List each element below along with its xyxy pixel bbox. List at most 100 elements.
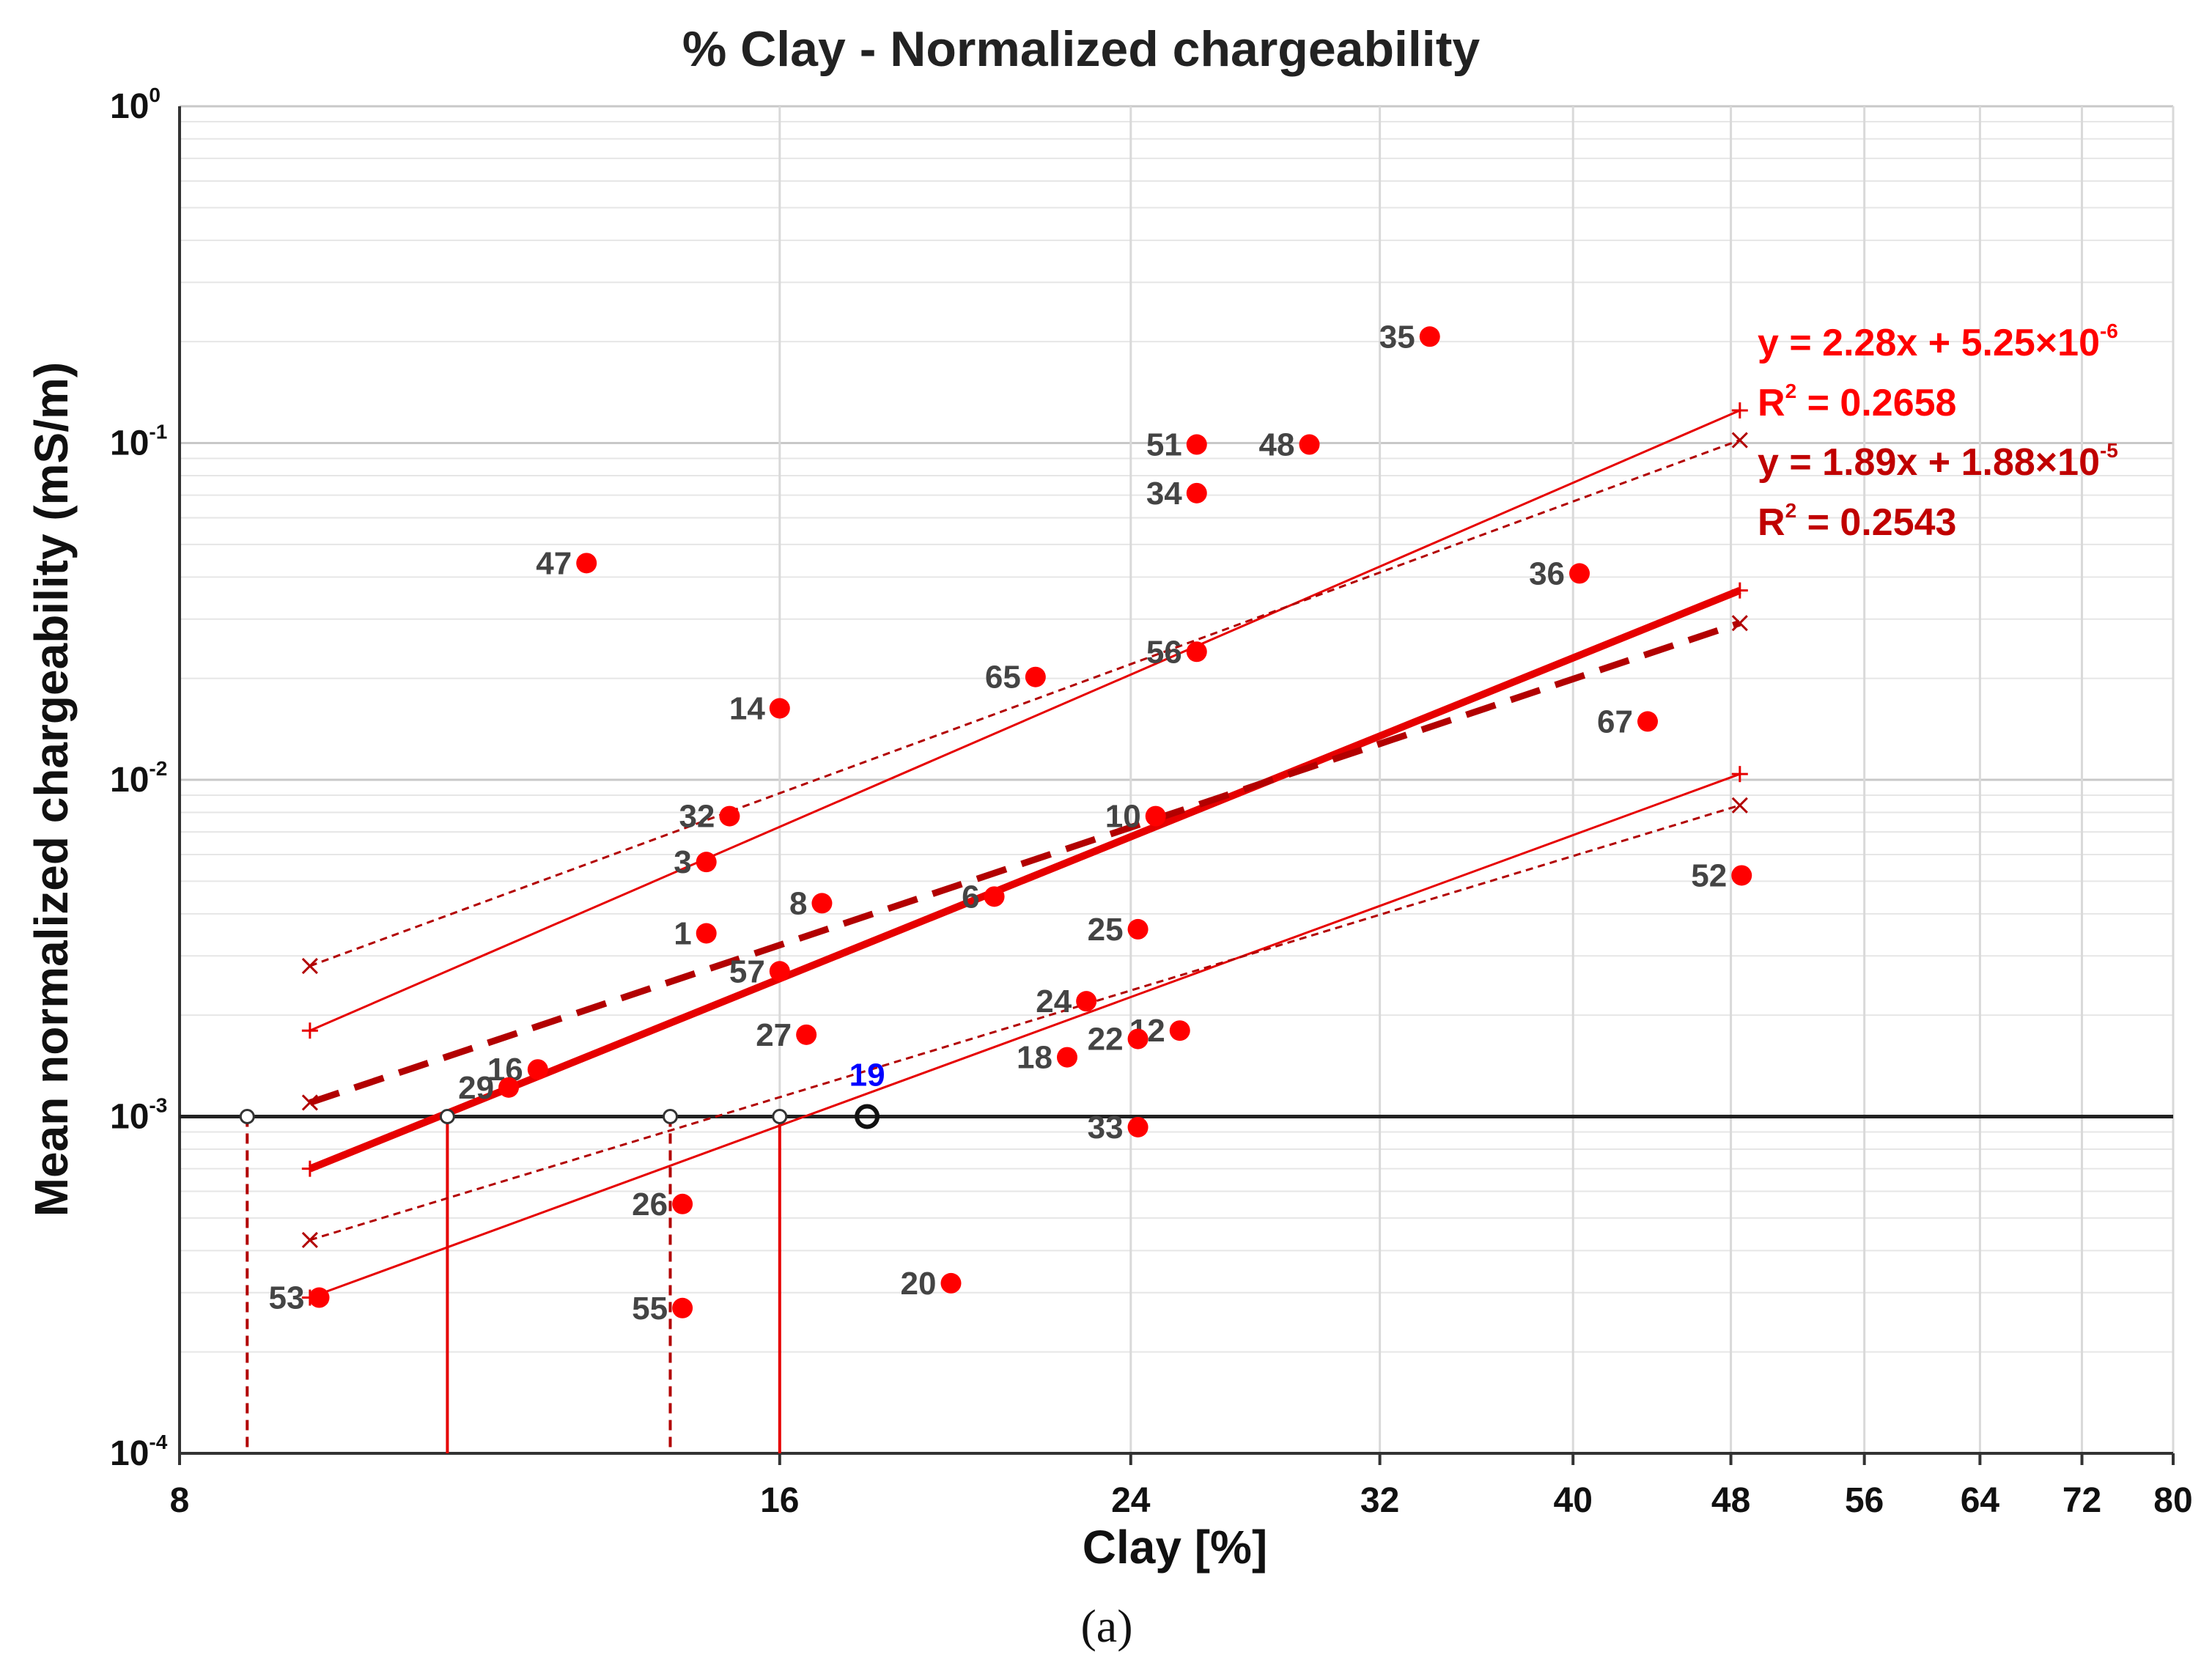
data-point-label: 51 xyxy=(1146,427,1182,463)
data-point-label: 22 xyxy=(1088,1022,1124,1058)
equation-block: y = 2.28x + 5.25×10-6 R2 = 0.2658 y = 1.… xyxy=(1758,320,2118,544)
x-tick-label: 8 xyxy=(170,1481,190,1520)
highlight-point xyxy=(855,1104,880,1129)
data-point-label: 67 xyxy=(1597,704,1633,739)
data-point xyxy=(719,805,740,827)
data-point xyxy=(576,553,597,574)
x-tick-label: 64 xyxy=(1961,1481,2000,1520)
data-point-label: 26 xyxy=(632,1187,668,1222)
x-tick-label: 80 xyxy=(2153,1481,2192,1520)
fit-2 xyxy=(239,432,1748,1453)
data-point xyxy=(1145,805,1166,827)
x-tick-label: 40 xyxy=(1554,1481,1593,1520)
data-point-label: 14 xyxy=(729,690,765,726)
y-tick-label: 100 xyxy=(110,84,161,126)
data-point xyxy=(1569,563,1590,584)
fit-2-equation: y = 1.89x + 1.88×10-5 xyxy=(1758,439,2118,484)
data-point-label: 27 xyxy=(756,1017,792,1053)
fit-1-equation: y = 2.28x + 5.25×10-6 xyxy=(1758,320,2118,364)
data-point xyxy=(1299,434,1320,455)
data-point-label: 33 xyxy=(1088,1110,1124,1146)
intersection-marker xyxy=(239,1109,255,1124)
figure-caption: (a) xyxy=(1080,1600,1132,1652)
data-point xyxy=(696,852,717,873)
y-tick-label: 10-2 xyxy=(110,757,167,800)
data-point-label: 35 xyxy=(1379,319,1415,355)
y-tick-label: 10-1 xyxy=(110,421,167,463)
data-point-label: 29 xyxy=(458,1070,494,1106)
x-tick-label: 24 xyxy=(1111,1481,1151,1520)
x-axis-title: Clay [%] xyxy=(1083,1521,1268,1574)
fit-2-end-marker xyxy=(301,1094,318,1111)
data-point-label: 10 xyxy=(1105,799,1141,835)
fit-2-r2: R2 = 0.2543 xyxy=(1758,499,1956,544)
fit-2-end-marker xyxy=(1731,797,1748,814)
data-point xyxy=(672,1193,693,1214)
fit-lines xyxy=(239,402,1748,1453)
data-point xyxy=(1186,641,1207,663)
data-point xyxy=(769,698,790,719)
data-point xyxy=(309,1287,330,1308)
chart-title: % Clay - Normalized chargeability xyxy=(682,21,1481,77)
data-point-label: 6 xyxy=(962,879,979,915)
fit-1-r2: R2 = 0.2658 xyxy=(1758,380,1956,424)
data-point xyxy=(1056,1047,1077,1068)
intersection-marker xyxy=(772,1109,788,1124)
intersection-marker xyxy=(439,1109,455,1124)
data-point xyxy=(940,1272,962,1294)
fit-2-end-marker xyxy=(1731,432,1748,449)
data-point-label: 36 xyxy=(1529,556,1565,591)
data-point xyxy=(1025,666,1046,687)
data-point xyxy=(696,923,717,944)
data-point xyxy=(811,893,833,914)
data-point-label: 34 xyxy=(1146,476,1182,512)
data-point xyxy=(1419,326,1440,347)
data-point-label: 56 xyxy=(1146,634,1182,670)
axes xyxy=(178,106,2175,1465)
x-tick-label: 56 xyxy=(1845,1481,1884,1520)
x-tick-label: 72 xyxy=(2062,1481,2101,1520)
data-point-label: 32 xyxy=(679,799,715,835)
intersection-marker xyxy=(662,1109,678,1124)
data-point-label: 53 xyxy=(269,1280,305,1316)
data-point xyxy=(1637,711,1658,732)
data-point-label: 55 xyxy=(632,1291,668,1327)
x-tick-label: 32 xyxy=(1360,1481,1399,1520)
fit-2-trend xyxy=(309,619,1741,1106)
data-point-label: 65 xyxy=(985,660,1021,696)
data-point xyxy=(796,1024,817,1045)
data-point-label: 24 xyxy=(1036,984,1072,1019)
fit-1-lower-bound xyxy=(309,772,1741,1299)
data-point-label: 20 xyxy=(901,1266,937,1302)
data-point-label: 25 xyxy=(1088,912,1124,948)
data-point-label: 1 xyxy=(674,916,691,952)
data-point xyxy=(1127,1116,1149,1137)
data-point xyxy=(527,1059,548,1080)
highlight-point-label: 19 xyxy=(849,1058,885,1093)
data-point-label: 3 xyxy=(674,844,691,880)
y-axis-title: Mean normalized chargeability (mS/m) xyxy=(25,362,78,1217)
data-point xyxy=(769,961,790,982)
x-tick-label: 16 xyxy=(760,1481,799,1520)
fit-2-upper-bound xyxy=(309,439,1741,967)
data-point-label: 57 xyxy=(729,953,765,989)
data-point xyxy=(672,1297,693,1318)
fit-2-end-marker xyxy=(1731,615,1748,632)
data-point xyxy=(1076,991,1097,1012)
y-tick-label: 10-3 xyxy=(110,1094,167,1137)
data-point xyxy=(1186,434,1207,455)
fit-2-end-marker xyxy=(301,957,318,975)
data-point xyxy=(1169,1020,1190,1041)
data-point xyxy=(984,886,1005,907)
fit-2-end-marker xyxy=(301,1231,318,1248)
data-point xyxy=(1127,1028,1149,1050)
data-point-label: 47 xyxy=(536,545,572,581)
data-point-label: 18 xyxy=(1017,1040,1052,1076)
data-point xyxy=(1127,918,1149,940)
data-point-label: 48 xyxy=(1259,427,1295,463)
data-point-label: 52 xyxy=(1691,857,1727,893)
data-point-label: 8 xyxy=(789,885,807,921)
